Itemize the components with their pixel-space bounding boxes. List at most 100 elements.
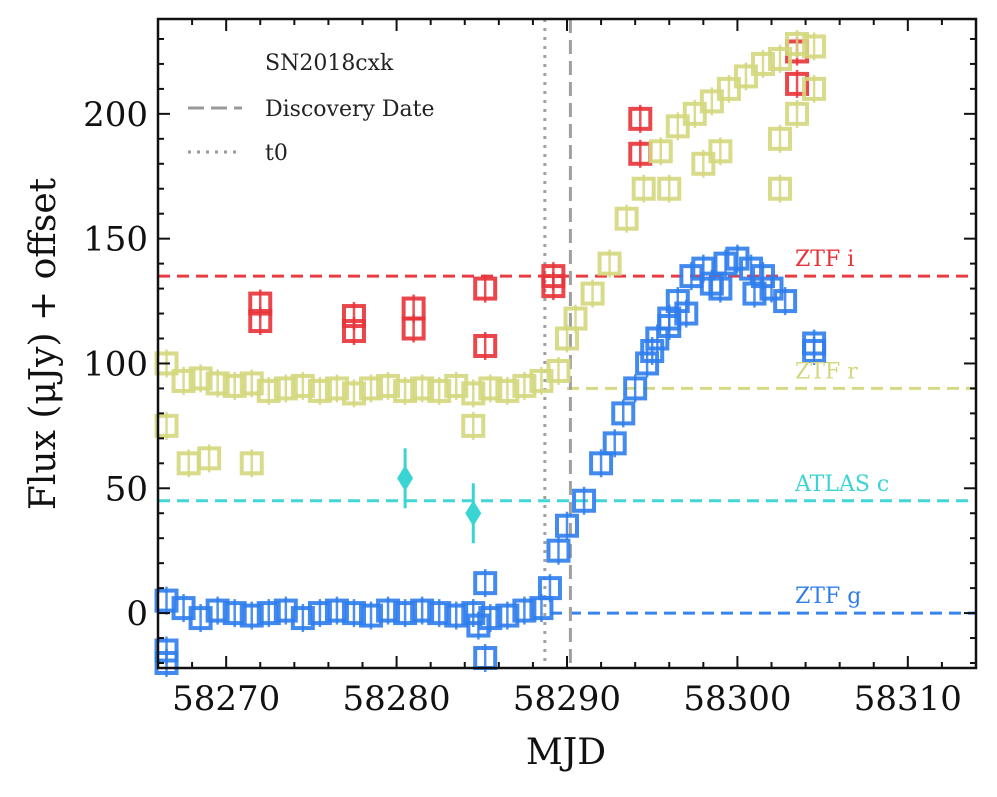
ztf-g-point	[602, 431, 627, 456]
ztf-i-point	[628, 106, 653, 131]
ztf-r-point	[597, 251, 622, 276]
ztf-g-point	[640, 338, 665, 363]
ztf-r-point	[341, 381, 366, 406]
x-tick-label: 58280	[342, 679, 450, 719]
axes-layer: 58270 58280 58290 58300 58310 0 50 100 150 200	[83, 17, 978, 719]
ztf-r-point	[393, 378, 418, 403]
ztf-g-point	[188, 606, 213, 631]
ztf-g-point	[359, 603, 384, 628]
band-label-ztf-g: ZTF g	[795, 584, 861, 609]
ztf-r-point	[222, 373, 247, 398]
ztf-r-point	[691, 151, 716, 176]
ztf-g-point	[512, 598, 537, 623]
ztf-r-point	[359, 376, 384, 401]
y-tick-label: 100	[83, 344, 148, 384]
ztf-g-point	[473, 571, 498, 596]
x-tick-label: 58310	[854, 679, 962, 719]
ztf-r-point	[657, 176, 682, 201]
ztf-r-point	[197, 446, 222, 471]
ztf-r-point	[614, 206, 639, 231]
ztf-r-point	[682, 101, 707, 126]
x-tick-label: 58300	[683, 679, 791, 719]
ztf-r-point	[802, 76, 827, 101]
ztf-r-point	[239, 451, 264, 476]
ztf-g-point	[635, 351, 660, 376]
x-tick-label: 58270	[172, 679, 280, 719]
ztf-g-point	[256, 601, 281, 626]
ztf-r-point	[580, 281, 605, 306]
ztf-g-point	[205, 598, 230, 623]
ztf-g-point	[427, 601, 452, 626]
ztf-r-point	[495, 378, 520, 403]
legend-title: SN2018cxk	[265, 51, 394, 76]
ztf-r-point	[461, 381, 486, 406]
y-tick-label: 150	[83, 220, 148, 260]
ztf-g-point	[657, 314, 682, 339]
ztf-i-point	[473, 333, 498, 358]
legend-discovery-label: Discovery Date	[265, 97, 435, 122]
data-points-layer	[154, 29, 827, 678]
ztf-i-point	[401, 316, 426, 341]
ztf-g-point	[555, 513, 579, 538]
ztf-g-point	[324, 598, 349, 623]
ztf-r-point	[785, 31, 810, 56]
ztf-g-point	[393, 601, 418, 626]
ztf-r-point	[768, 46, 793, 71]
y-tick-label: 200	[83, 95, 148, 135]
ztf-r-point	[154, 351, 179, 376]
ztf-g-point	[290, 606, 315, 631]
ztf-g-point	[239, 603, 264, 628]
ztf-r-point	[290, 373, 315, 398]
ztf-g-point	[410, 598, 435, 623]
ztf-g-point	[708, 276, 733, 301]
ztf-i-point	[785, 71, 810, 96]
band-label-ztf-r: ZTF r	[795, 359, 858, 384]
ztf-i-point	[473, 276, 498, 301]
ztf-r-point	[648, 139, 673, 164]
legend-t0-label: t0	[265, 141, 288, 166]
ztf-g-point	[461, 601, 486, 626]
y-axis-title: Flux (μJy) + offset	[23, 177, 64, 510]
ztf-r-point	[478, 376, 503, 401]
ztf-r-point	[785, 101, 810, 126]
ztf-r-point	[154, 413, 179, 438]
ztf-r-point	[512, 373, 537, 398]
ztf-g-point	[154, 588, 179, 613]
text-layer: MJD Flux (μJy) + offset SN2018cxk Discov…	[23, 51, 889, 773]
ztf-i-point	[341, 319, 366, 344]
band-label-ztf-i: ZTF i	[795, 247, 854, 272]
ztf-g-point	[773, 289, 798, 314]
ztf-r-point	[631, 176, 656, 201]
ztf-r-point	[768, 126, 793, 151]
ztf-r-point	[563, 306, 588, 331]
ztf-g-point	[273, 598, 298, 623]
ztf-g-point	[674, 301, 699, 326]
ztf-g-point	[341, 601, 366, 626]
ztf-g-point	[466, 613, 491, 638]
ztf-g-point	[537, 576, 562, 601]
ztf-g-point	[742, 281, 767, 306]
x-axis-title: MJD	[526, 732, 606, 773]
ztf-g-point	[444, 603, 469, 628]
ztf-g-point	[307, 601, 332, 626]
ztf-r-point	[733, 64, 758, 89]
ztf-r-point	[205, 371, 230, 396]
ztf-r-point	[708, 139, 733, 164]
ztf-r-point	[171, 368, 196, 393]
y-tick-label: 50	[105, 469, 148, 509]
ztf-r-point	[427, 378, 452, 403]
ztf-r-point	[188, 366, 213, 391]
ztf-r-point	[444, 373, 469, 398]
ztf-g-point	[802, 338, 827, 363]
ztf-r-point	[665, 114, 690, 139]
ztf-g-point	[154, 651, 179, 676]
y-tick-label: 0	[126, 594, 148, 634]
ztf-r-point	[802, 34, 827, 59]
ztf-g-point	[759, 276, 784, 301]
x-tick-label: 58290	[513, 679, 621, 719]
ztf-r-point	[324, 376, 349, 401]
ztf-g-point	[572, 488, 597, 513]
ztf-r-point	[716, 76, 741, 101]
band-label-atlas-c: ATLAS c	[794, 472, 889, 497]
